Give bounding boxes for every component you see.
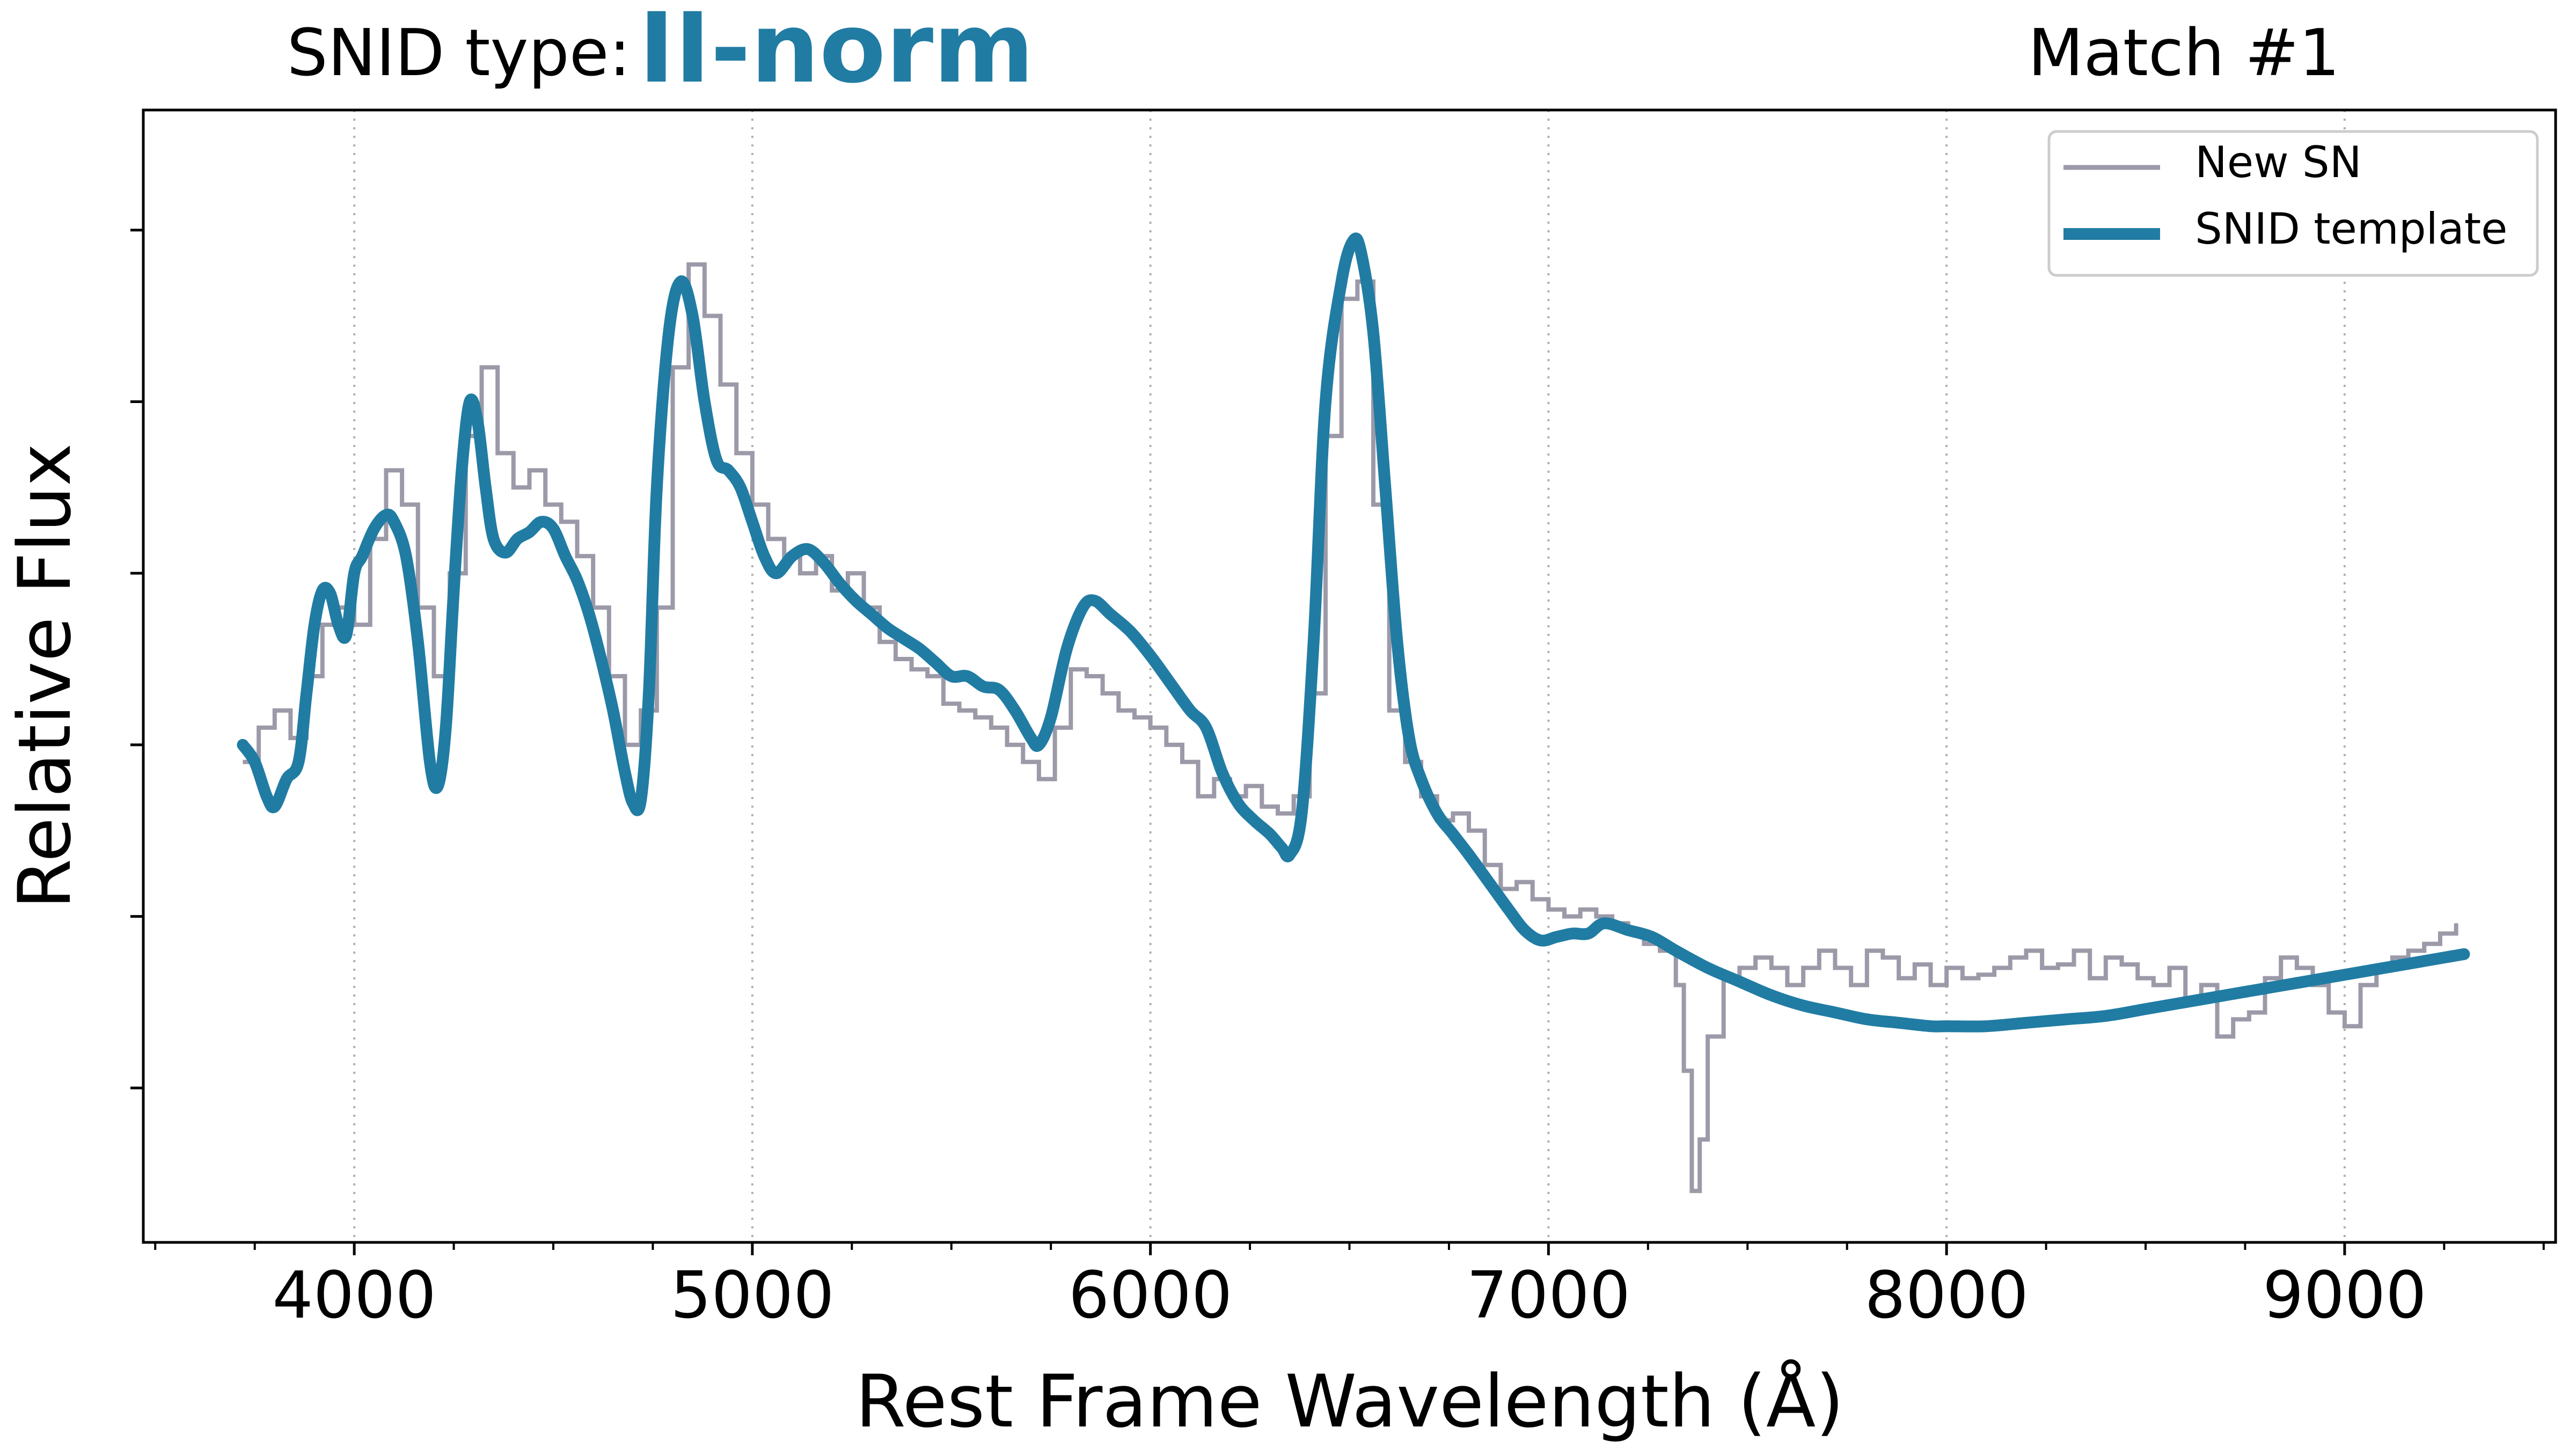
series-new-sn	[243, 262, 2458, 1194]
y-axis-label: Relative Flux	[3, 443, 87, 909]
series-snid-template	[237, 232, 2470, 1033]
series-layer	[237, 232, 2470, 1194]
snid-type-label: SNID type:	[287, 16, 631, 91]
x-tick-label: 8000	[1864, 1258, 2028, 1333]
x-tick-label: 5000	[670, 1258, 834, 1333]
x-tick-label: 4000	[272, 1258, 436, 1333]
x-tick-label: 9000	[2263, 1258, 2426, 1333]
legend-label-new-sn: New SN	[2195, 137, 2362, 187]
snid-type-value: II-norm	[639, 0, 1034, 105]
legend: New SN SNID template	[2047, 130, 2539, 277]
x-axis-label: Rest Frame Wavelength (Å)	[855, 1359, 1844, 1444]
y-axis-ticks	[130, 229, 143, 1089]
x-tick-label: 6000	[1069, 1258, 1232, 1333]
plot-frame	[142, 108, 2557, 1244]
match-label: Match #1	[2028, 16, 2340, 91]
x-axis-ticks: 4000 5000 6000 7000 8000 9000	[154, 1242, 2545, 1333]
legend-box	[2047, 130, 2539, 277]
x-tick-label: 7000	[1467, 1258, 1630, 1333]
legend-label-snid-template: SNID template	[2195, 204, 2507, 254]
